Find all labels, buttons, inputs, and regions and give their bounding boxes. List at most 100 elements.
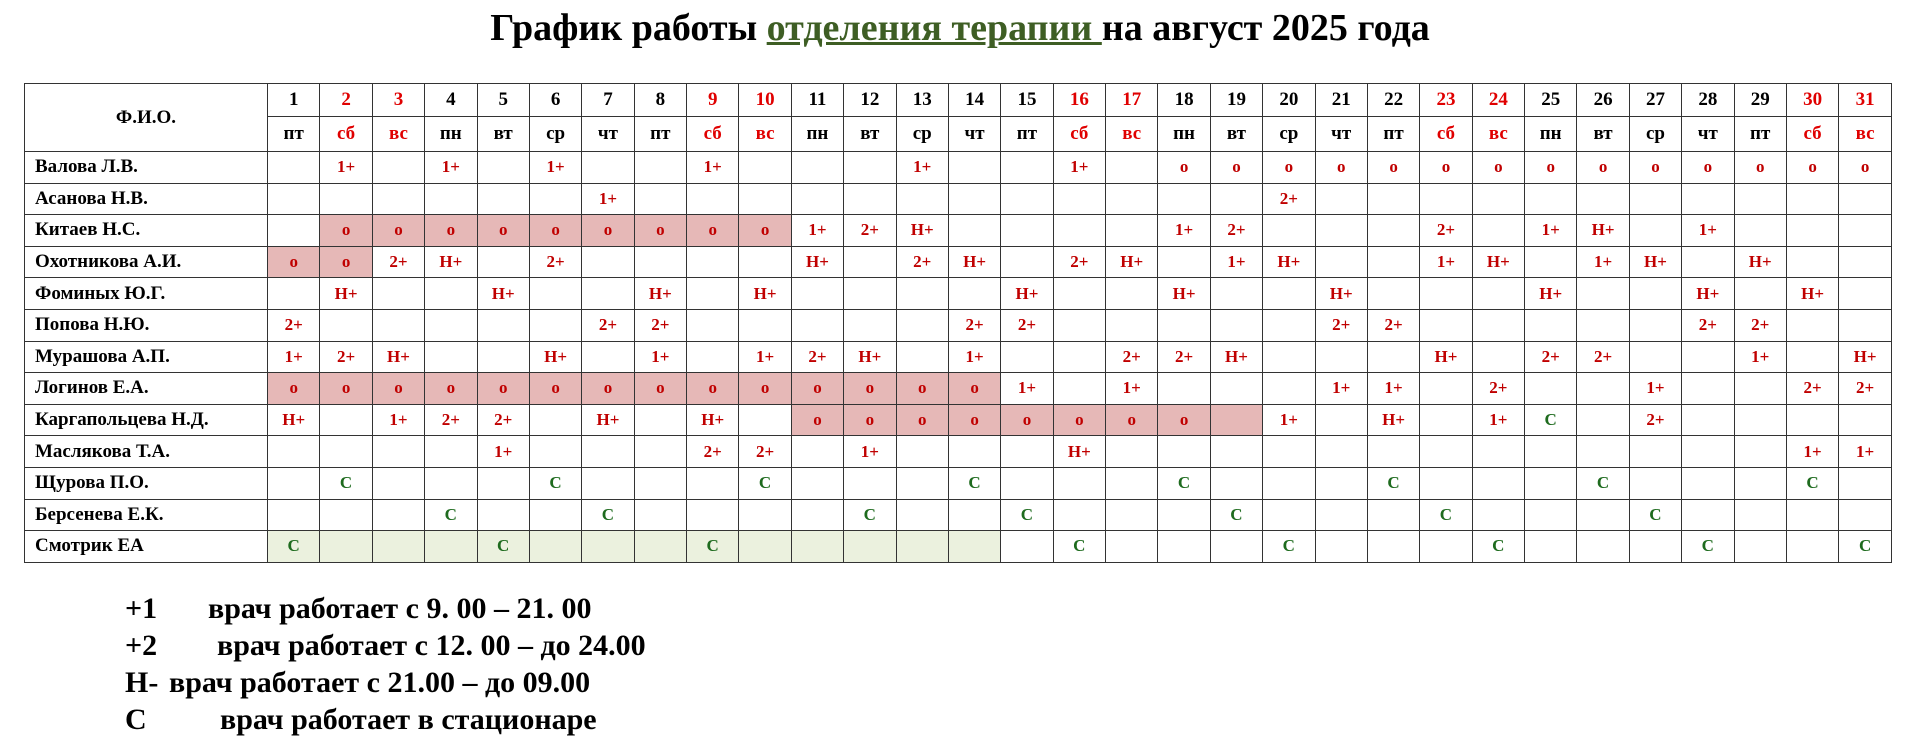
day-number: 22 (1366, 83, 1421, 117)
shift-cell: 2+ (790, 340, 845, 374)
shift-cell (1576, 498, 1630, 532)
shift-cell (1785, 245, 1840, 279)
shift-cell: Н+ (1104, 245, 1159, 279)
shift-cell (1838, 308, 1892, 342)
shift-cell: С (1471, 530, 1526, 563)
shift-cell: о (476, 214, 530, 247)
shift-cell (424, 466, 478, 500)
shift-cell: 2+ (1157, 340, 1211, 374)
shift-cell (895, 277, 949, 310)
shift-cell (1262, 466, 1316, 500)
shift-cell: о (476, 372, 530, 405)
shift-cell: о (1209, 151, 1264, 184)
shift-cell: Н+ (738, 277, 792, 310)
shift-cell (1785, 403, 1840, 437)
shift-cell: Н+ (1471, 245, 1526, 279)
shift-cell (1733, 435, 1787, 468)
shift-cell (319, 182, 373, 216)
shift-cell: о (1681, 151, 1735, 184)
shift-cell: 1+ (1209, 245, 1264, 279)
shift-cell: 1+ (1785, 435, 1840, 468)
weekday: чт (581, 116, 635, 152)
shift-cell (1314, 182, 1368, 216)
shift-cell (424, 277, 478, 310)
shift-cell: Н+ (424, 245, 478, 279)
shift-cell (1838, 403, 1892, 437)
employee-name: Берсенева Е.К. (24, 498, 268, 532)
weekday: сб (1052, 116, 1107, 152)
shift-cell (1628, 308, 1683, 342)
shift-cell: 1+ (843, 435, 897, 468)
shift-cell: о (1838, 151, 1892, 184)
shift-cell (1523, 372, 1578, 405)
shift-cell (581, 530, 635, 563)
day-number: 17 (1104, 83, 1159, 117)
shift-cell (1785, 530, 1840, 563)
shift-cell: Н+ (1628, 245, 1683, 279)
title-text: на август 2025 года (1101, 7, 1430, 49)
weekday: пн (424, 116, 478, 152)
day-number: 18 (1157, 83, 1211, 117)
shift-cell: 2+ (895, 245, 949, 279)
shift-cell (371, 308, 426, 342)
shift-cell: о (790, 403, 845, 437)
shift-cell (1523, 435, 1578, 468)
shift-cell (528, 530, 583, 563)
shift-cell (1471, 466, 1526, 500)
shift-cell: 2+ (1314, 308, 1368, 342)
shift-cell (371, 182, 426, 216)
shift-cell: С (738, 466, 792, 500)
shift-cell (790, 308, 845, 342)
shift-cell: Н+ (1576, 214, 1630, 247)
shift-cell (895, 340, 949, 374)
shift-cell (1314, 530, 1368, 563)
schedule-row: Китаев Н.С. о о о о о о о о о 1+ 2+ Н+ 1+ 2+ 2+ 1+ Н+ 1+ (24, 214, 1892, 247)
shift-cell: 2+ (528, 245, 583, 279)
shift-cell (1000, 340, 1054, 374)
shift-cell (790, 466, 845, 500)
weekday: сб (685, 116, 740, 152)
shift-cell: Н+ (1366, 403, 1421, 437)
shift-cell: о (319, 245, 373, 279)
shift-cell: 2+ (1000, 308, 1054, 342)
shift-cell (266, 498, 321, 532)
shift-cell: Н+ (633, 277, 688, 310)
shift-cell (685, 466, 740, 500)
shift-cell: о (947, 372, 1002, 405)
shift-cell (1104, 277, 1159, 310)
shift-cell: 1+ (1000, 372, 1054, 405)
shift-cell: о (843, 403, 897, 437)
employee-name: Асанова Н.В. (24, 182, 268, 216)
shift-cell: Н+ (1733, 245, 1787, 279)
weekday: пт (1733, 116, 1787, 152)
day-number: 14 (947, 83, 1002, 117)
shift-cell (843, 151, 897, 184)
shift-cell: о (1314, 151, 1368, 184)
shift-cell: Н+ (685, 403, 740, 437)
shift-cell (1838, 498, 1892, 532)
shift-cell (266, 214, 321, 247)
shift-cell: о (633, 214, 688, 247)
weekday: чт (1314, 116, 1368, 152)
shift-cell (738, 530, 792, 563)
shift-cell (1314, 435, 1368, 468)
shift-cell (424, 530, 478, 563)
shift-cell (1052, 340, 1107, 374)
shift-cell (371, 151, 426, 184)
shift-cell: о (1419, 151, 1473, 184)
day-number: 29 (1733, 83, 1787, 117)
shift-cell: о (266, 372, 321, 405)
day-number: 8 (633, 83, 688, 117)
shift-cell: о (685, 372, 740, 405)
day-number: 4 (424, 83, 478, 117)
shift-cell: С (1419, 498, 1473, 532)
shift-cell (1419, 466, 1473, 500)
shift-cell (1052, 214, 1107, 247)
shift-cell (424, 182, 478, 216)
shift-cell: Н+ (895, 214, 949, 247)
day-number: 19 (1209, 83, 1264, 117)
shift-cell (1052, 372, 1107, 405)
shift-cell: Н+ (1523, 277, 1578, 310)
shift-cell: С (1838, 530, 1892, 563)
